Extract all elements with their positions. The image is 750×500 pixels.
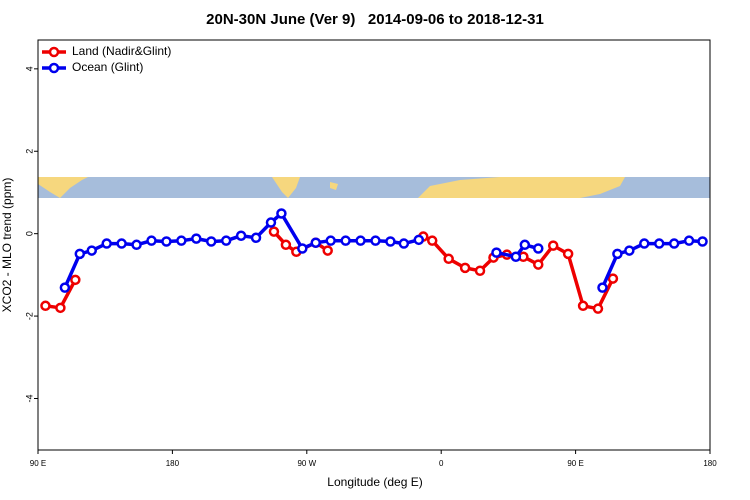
land-blob	[38, 177, 88, 198]
data-point	[101, 238, 112, 249]
land-blob	[330, 182, 338, 190]
data-point	[612, 248, 623, 260]
data-point	[276, 208, 287, 219]
data-point	[340, 235, 351, 246]
data-point	[459, 262, 471, 274]
data-point	[547, 240, 559, 251]
data-point	[40, 300, 51, 312]
data-point	[268, 226, 280, 237]
plot-frame	[37, 39, 711, 451]
data-point	[322, 245, 333, 256]
data-point	[280, 239, 292, 251]
data-point	[146, 235, 157, 246]
y-tick-label: 4	[24, 66, 34, 71]
data-point	[639, 238, 650, 249]
x-tick-label: 0	[439, 459, 444, 468]
data-point	[683, 235, 695, 246]
x-tick-label: 90 W	[297, 459, 316, 468]
land-blob	[272, 177, 300, 198]
data-point	[562, 248, 574, 260]
data-point	[325, 235, 336, 246]
data-point	[668, 238, 680, 249]
data-point	[86, 245, 98, 256]
data-point	[597, 282, 608, 293]
data-point	[265, 217, 277, 228]
x-tick-label: 90 E	[30, 459, 46, 468]
y-tick-label: 0	[24, 231, 34, 236]
data-point	[59, 282, 71, 293]
legend-label: Ocean (Glint)	[72, 60, 143, 74]
data-point	[577, 300, 589, 312]
data-point	[370, 235, 381, 246]
data-point	[697, 236, 708, 247]
data-point	[205, 236, 217, 247]
y-axis-label: XCO2 - MLO trend (ppm)	[0, 178, 14, 313]
data-point	[474, 265, 486, 277]
y-tick-label: -4	[24, 394, 34, 402]
data-point	[653, 238, 665, 249]
data-point	[533, 259, 544, 270]
data-point	[398, 238, 410, 249]
data-point	[220, 235, 232, 246]
data-point	[519, 239, 531, 251]
data-point	[355, 235, 366, 246]
x-tick-label: 90 E	[567, 459, 583, 468]
y-tick-label: -2	[24, 312, 34, 320]
data-point	[426, 235, 438, 246]
legend-marker	[48, 46, 60, 58]
data-point	[607, 273, 619, 284]
data-point	[491, 247, 502, 258]
land-blob	[418, 177, 625, 198]
data-point	[131, 239, 142, 251]
data-point	[161, 236, 172, 247]
data-point	[413, 234, 425, 246]
legend-marker	[48, 62, 60, 74]
data-point	[191, 233, 202, 244]
data-point	[55, 302, 66, 314]
data-point	[443, 253, 454, 265]
data-point	[310, 237, 322, 248]
data-point	[533, 243, 544, 254]
data-point	[235, 230, 247, 241]
chart-title: 20N-30N June (Ver 9) 2014-09-06 to 2018-…	[206, 11, 544, 28]
data-point	[250, 232, 262, 244]
data-point	[70, 274, 81, 286]
data-point	[116, 238, 127, 249]
data-point	[624, 245, 635, 256]
data-point	[176, 235, 187, 246]
data-point	[510, 251, 522, 262]
map-strip	[38, 177, 710, 198]
x-tick-label: 180	[166, 459, 180, 468]
legend-label: Land (Nadir&Glint)	[72, 44, 171, 58]
data-point	[297, 243, 308, 254]
x-axis-label: Longitude (deg E)	[327, 475, 422, 489]
y-tick-label: 2	[24, 149, 34, 154]
data-point	[592, 303, 604, 314]
data-point	[385, 236, 396, 247]
x-tick-label: 180	[703, 459, 717, 468]
data-point	[74, 248, 86, 260]
